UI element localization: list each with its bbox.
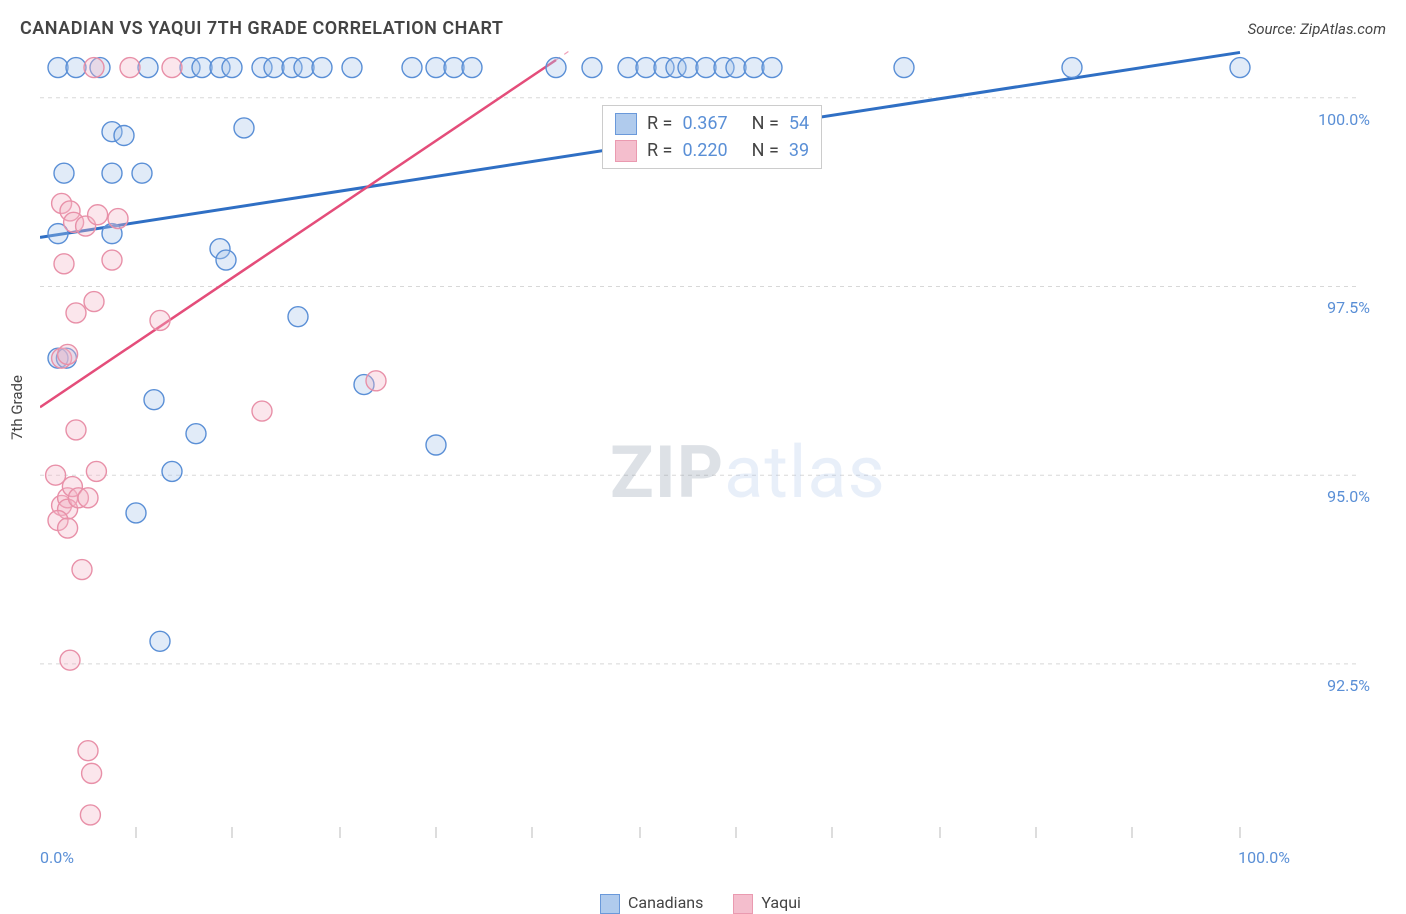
legend-swatch [733, 894, 753, 914]
stats-swatch [615, 140, 637, 162]
plot-area: ZIPatlas 100.0%97.5%95.0%92.5% 0.0%100.0… [40, 50, 1370, 840]
legend-swatch [600, 894, 620, 914]
stats-r-label: R = [647, 110, 672, 137]
y-tick-label: 97.5% [1290, 298, 1370, 317]
x-tick-label: 0.0% [40, 848, 74, 867]
x-tick-label: 100.0% [1238, 848, 1290, 867]
y-axis-label: 7th Grade [8, 375, 26, 440]
stats-n-value: 39 [789, 137, 809, 164]
stats-swatch [615, 113, 637, 135]
legend-item: Canadians [600, 893, 703, 914]
y-tick-label: 100.0% [1290, 110, 1370, 129]
legend-item: Yaqui [733, 893, 801, 914]
legend: Canadians Yaqui [600, 893, 801, 914]
stats-r-value: 0.367 [682, 110, 727, 137]
stats-box: R = 0.367 N = 54 R = 0.220 N = 39 [602, 105, 822, 169]
chart-title: CANADIAN VS YAQUI 7TH GRADE CORRELATION … [20, 18, 504, 39]
stats-row: R = 0.220 N = 39 [615, 137, 809, 164]
y-tick-label: 92.5% [1290, 676, 1370, 695]
legend-label: Yaqui [761, 893, 801, 912]
stats-n-label: N = [752, 137, 779, 164]
stats-r-value: 0.220 [682, 137, 727, 164]
stats-row: R = 0.367 N = 54 [615, 110, 809, 137]
legend-label: Canadians [628, 893, 703, 912]
chart-header: CANADIAN VS YAQUI 7TH GRADE CORRELATION … [20, 18, 1386, 39]
stats-n-value: 54 [789, 110, 809, 137]
y-tick-label: 95.0% [1290, 487, 1370, 506]
stats-r-label: R = [647, 137, 672, 164]
stats-n-label: N = [752, 110, 779, 137]
chart-source: Source: ZipAtlas.com [1248, 20, 1386, 38]
